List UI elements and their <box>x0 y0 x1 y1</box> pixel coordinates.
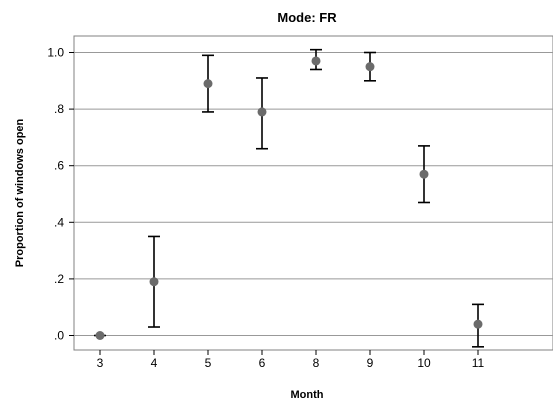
x-axis-label: Month <box>291 389 324 401</box>
error-bars <box>94 48 484 348</box>
data-point <box>95 331 105 340</box>
x-tick-label: 3 <box>97 356 104 370</box>
y-tick-label: .8 <box>54 102 64 116</box>
y-tick-label: .0 <box>54 329 64 343</box>
data-points <box>95 56 483 340</box>
plot-frame <box>73 35 553 351</box>
x-tick-label: 10 <box>417 356 431 370</box>
y-tick-label: .6 <box>54 159 64 173</box>
x-tick-label: 9 <box>367 356 374 370</box>
y-tick-label: .4 <box>54 215 64 229</box>
data-point <box>311 56 321 66</box>
x-tick-label: 4 <box>151 356 158 370</box>
x-tick-label: 5 <box>205 356 212 370</box>
y-tick-label: .2 <box>54 272 64 286</box>
y-axis-label: Proportion of windows open <box>14 118 26 267</box>
grid-lines <box>74 52 553 336</box>
data-point <box>365 62 375 72</box>
data-point <box>419 169 429 179</box>
data-point <box>473 319 483 329</box>
x-tick-label: 11 <box>472 356 485 370</box>
x-tick-label: 6 <box>259 356 266 370</box>
x-tick-label: 8 <box>313 356 320 370</box>
data-point <box>257 107 267 117</box>
x-axis-ticks: 3 4 5 6 8 9 10 11 <box>97 350 485 370</box>
data-point <box>203 79 213 89</box>
y-axis-ticks: .0 .2 .4 .6 .8 1.0 <box>47 46 74 343</box>
data-point <box>149 277 159 287</box>
y-tick-label: 1.0 <box>47 46 64 60</box>
chart-title: Mode: FR <box>277 10 337 25</box>
